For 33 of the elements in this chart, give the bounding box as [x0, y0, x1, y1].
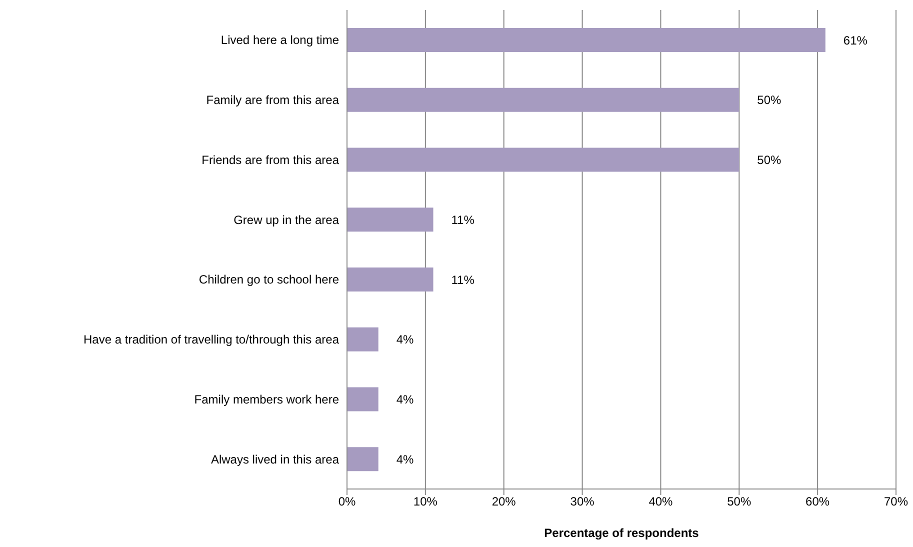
y-tick-label: Grew up in the area [234, 212, 340, 227]
x-axis-title: Percentage of respondents [544, 526, 700, 540]
bar [347, 268, 434, 292]
bar [347, 28, 826, 52]
x-tick-label: 40% [648, 494, 674, 509]
data-label: 11% [451, 212, 475, 227]
x-tick-label: 50% [727, 494, 752, 509]
y-tick-label: Friends are from this area [202, 152, 340, 167]
x-tick-label: 10% [413, 494, 438, 509]
x-tick-label: 60% [806, 494, 830, 509]
bar [347, 327, 378, 352]
data-label: 4% [396, 392, 414, 407]
x-tick-label: 20% [492, 494, 516, 509]
bar [347, 148, 740, 172]
data-label: 50% [757, 153, 782, 168]
bar [347, 387, 378, 412]
y-tick-label: Family members work here [194, 392, 340, 406]
x-tick-label: 70% [884, 494, 908, 509]
bar [347, 88, 740, 112]
data-label: 4% [396, 452, 414, 466]
y-tick-label: Always lived in this area [210, 452, 340, 466]
data-label: 11% [451, 272, 475, 287]
y-tick-label: Have a tradition of travelling to/through this area [84, 332, 340, 347]
x-tick-label: 0% [338, 494, 356, 509]
data-label: 50% [757, 93, 782, 108]
y-tick-label: Children go to school here [198, 272, 340, 287]
x-tick-label: 30% [570, 494, 595, 509]
y-tick-label: Family are from this area [206, 93, 340, 108]
bar [347, 447, 378, 472]
bar [347, 208, 434, 232]
data-label: 4% [396, 332, 414, 347]
data-label: 61% [843, 33, 868, 48]
y-tick-label: Lived here a long time [220, 33, 340, 48]
